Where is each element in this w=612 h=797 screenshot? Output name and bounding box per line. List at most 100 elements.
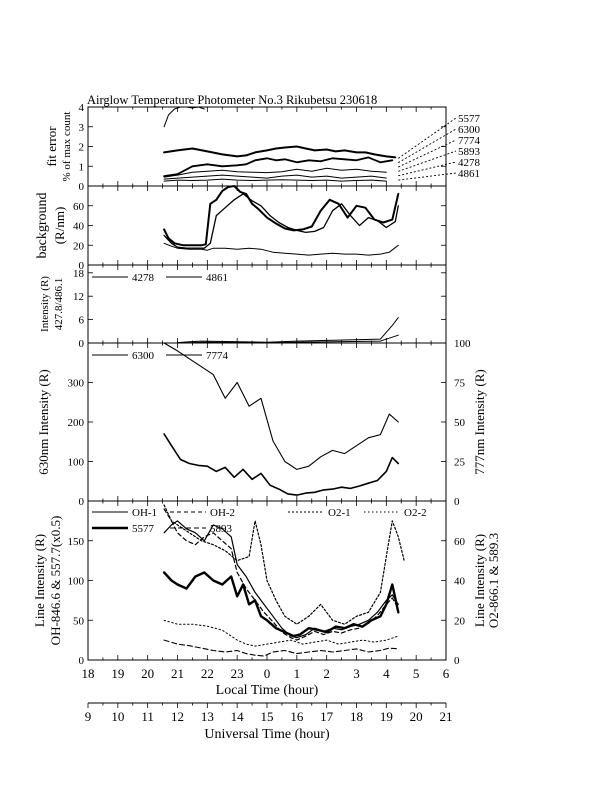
series-line-5893 — [163, 167, 387, 178]
y-tick-label: 40 — [73, 221, 85, 233]
series-line-middle — [163, 193, 399, 249]
ut-tick-label: 21 — [440, 709, 453, 724]
ut-tick-label: 17 — [320, 709, 334, 724]
y-tick-label: 0 — [79, 260, 85, 272]
ut-tick-label: 20 — [410, 709, 423, 724]
local-time-tick-label: 6 — [443, 666, 450, 681]
y-tick-label: 1 — [79, 161, 85, 173]
y2-tick-label: 100 — [454, 338, 471, 350]
series-line-4278 — [163, 174, 387, 180]
series-line-4861 — [163, 178, 387, 182]
y-tick-label: 150 — [68, 536, 85, 548]
y2-tick-label: 25 — [454, 457, 466, 469]
ylabel-line-intensity: Line Intensity (R) — [32, 534, 47, 627]
legend-label-7774: 7774 — [206, 350, 229, 362]
local-time-tick-label: 19 — [111, 666, 124, 681]
series-line-5577 — [163, 106, 205, 128]
local-time-tick-label: 21 — [171, 666, 184, 681]
local-time-tick-label: 18 — [82, 666, 95, 681]
side-label-4278: 4278 — [458, 157, 481, 169]
series-line-upper — [163, 185, 400, 247]
y-tick-label: 300 — [68, 378, 85, 390]
ylabel-background: background — [35, 192, 50, 258]
ylabel-630nm: 630nm Intensity (R) — [36, 369, 51, 474]
legend-label-6300: 6300 — [132, 350, 155, 362]
ut-tick-label: 11 — [141, 709, 154, 724]
y-tick-label: 50 — [73, 615, 85, 627]
local-time-tick-label: 5 — [413, 666, 420, 681]
y2-tick-label: 50 — [454, 417, 466, 429]
series-line-4861 — [177, 334, 399, 344]
y-tick-label: 0 — [79, 655, 85, 667]
series-line-5577 — [162, 571, 400, 638]
ylabel-o2: O2-866.1 & 589.3 — [486, 533, 501, 628]
legend-label-O2-1: O2-1 — [328, 507, 351, 519]
y-tick-label: 0 — [79, 496, 85, 508]
legend-label-4861: 4861 — [206, 272, 228, 284]
y-tick-label: 60 — [73, 201, 85, 213]
y-tick-label: 2 — [79, 142, 85, 154]
side-leader-5577 — [398, 117, 457, 159]
local-time-tick-label: 3 — [353, 666, 360, 681]
series-line-4278 — [177, 317, 399, 344]
side-leader-4278 — [398, 161, 457, 177]
side-leader-4861 — [398, 172, 457, 181]
y2-tick-label: 60 — [454, 536, 466, 548]
y-tick-label: 6 — [79, 315, 85, 327]
ylabel-oh: OH-846.6 & 557.7(x0.5) — [48, 516, 63, 646]
y-tick-label: 3 — [79, 122, 85, 134]
ylabel-background-unit: (R/nm) — [52, 207, 67, 245]
ylabel-line-intensity-right: Line Intensity (R) — [472, 534, 487, 627]
legend-label-OH-1: OH-1 — [132, 507, 157, 519]
ylabel-fit-error: fit error — [44, 126, 59, 167]
side-leader-6300 — [398, 128, 457, 164]
side-label-6300: 6300 — [458, 124, 481, 136]
series-line-5893 — [163, 639, 399, 657]
ut-tick-label: 18 — [350, 709, 363, 724]
ylabel-intensity-sub: 427.8/486.1 — [53, 278, 65, 331]
local-time-axis-label: Local Time (hour) — [216, 683, 319, 698]
side-leader-5893 — [398, 150, 457, 172]
series-line-OH-1 — [163, 520, 399, 639]
local-time-tick-label: 22 — [201, 666, 214, 681]
panel-frame-1 — [87, 106, 447, 187]
side-leader-7774 — [398, 139, 457, 168]
ylabel-fit-error-sub: % of max count — [61, 112, 73, 182]
ut-axis-label: Universal Time (hour) — [204, 727, 330, 742]
y-tick-label: 0 — [79, 181, 85, 193]
side-label-7774: 7774 — [458, 135, 481, 147]
ylabel-intensity: Intensity (R) — [39, 276, 51, 332]
ut-tick-label: 14 — [231, 709, 245, 724]
y-tick-label: 100 — [68, 457, 85, 469]
series-line-7774 — [163, 342, 399, 470]
ut-tick-label: 12 — [171, 709, 184, 724]
figure-title: Airglow Temperature Photometer No.3 Riku… — [87, 93, 377, 107]
series-line-O2-2 — [163, 619, 399, 647]
y2-tick-label: 0 — [454, 496, 460, 508]
local-time-tick-label: 0 — [264, 666, 271, 681]
y-tick-label: 18 — [73, 268, 85, 280]
y-tick-label: 12 — [73, 291, 84, 303]
legend-label-O2-2: O2-2 — [404, 507, 427, 519]
side-label-4861: 4861 — [458, 168, 480, 180]
ut-tick-label: 13 — [201, 709, 214, 724]
side-label-5577: 5577 — [458, 113, 481, 125]
panel-frame-4 — [87, 342, 447, 502]
y-tick-label: 0 — [79, 338, 85, 350]
legend-label-5577: 5577 — [132, 523, 155, 535]
y-tick-label: 100 — [68, 576, 85, 588]
series-line-lower — [163, 242, 399, 256]
panel-frame-2 — [87, 185, 447, 266]
local-time-tick-label: 20 — [141, 666, 154, 681]
y2-tick-label: 20 — [454, 615, 466, 627]
series-line-6300 — [163, 433, 400, 496]
y2-tick-label: 0 — [454, 655, 460, 667]
local-time-tick-label: 4 — [383, 666, 390, 681]
y-tick-label: 20 — [73, 240, 85, 252]
y2-tick-label: 40 — [454, 576, 466, 588]
series-line-O2-1 — [163, 504, 405, 625]
series-line-6300 — [163, 145, 397, 159]
series-line-7774 — [163, 156, 394, 178]
